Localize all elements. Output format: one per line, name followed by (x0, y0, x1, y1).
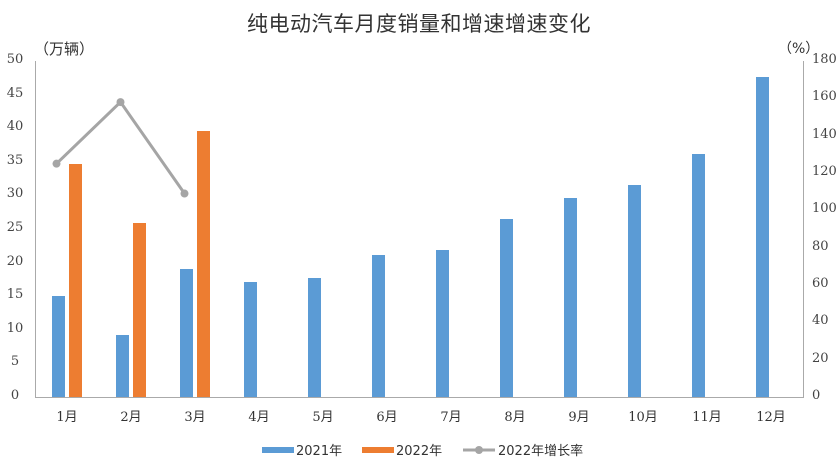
bar-2021 (52, 296, 65, 397)
right-y-tick: 0 (812, 388, 821, 403)
growth-point-marker (116, 98, 125, 107)
left-y-tick: 15 (6, 287, 24, 303)
growth-point-marker (180, 189, 189, 198)
right-axis-unit: （%） (778, 41, 820, 57)
left-y-tick: 20 (6, 253, 24, 269)
right-y-tick: 40 (812, 313, 829, 329)
x-tick-label: 9月 (568, 410, 590, 425)
right-y-tick: 100 (812, 201, 837, 217)
left-y-tick: 5 (10, 354, 20, 370)
right-y-tick: 80 (812, 238, 829, 254)
legend: 2021年 2022年 2022年增长率 (0, 440, 838, 460)
x-tick-label: 11月 (692, 410, 722, 425)
right-y-tick: 180 (812, 52, 837, 67)
bar-2021 (372, 255, 385, 397)
left-y-tick: 30 (6, 186, 24, 202)
right-y-tick: 140 (812, 126, 837, 142)
bar-2021 (628, 185, 641, 397)
bar-2021 (308, 278, 321, 397)
left-y-tick: 50 (6, 52, 24, 67)
left-y-tick: 35 (6, 152, 24, 168)
legend-line-marker-icon (463, 445, 495, 454)
legend-item-2022: 2022年 (362, 440, 442, 459)
bar-2021 (436, 249, 449, 397)
right-y-tick: 120 (812, 164, 837, 179)
growth-line (55, 99, 186, 195)
right-y-tick: 60 (812, 276, 829, 291)
legend-swatch-2021 (262, 446, 294, 453)
bar-2021 (500, 218, 513, 397)
bar-2022 (69, 163, 82, 397)
x-axis-line (35, 397, 804, 398)
right-axis-line (803, 61, 804, 397)
x-tick-label: 12月 (756, 410, 786, 425)
left-y-tick: 0 (10, 388, 20, 403)
bar-2022 (197, 130, 210, 397)
legend-swatch-2022 (362, 446, 394, 453)
right-y-tick: 20 (812, 350, 829, 366)
left-y-tick: 10 (6, 320, 24, 336)
right-y-tick: 160 (812, 89, 837, 105)
bar-2021 (116, 335, 129, 397)
legend-label-growth: 2022年增长率 (498, 444, 584, 459)
x-tick-label: 5月 (312, 410, 334, 425)
legend-label-2022: 2022年 (396, 444, 443, 459)
bar-2021 (564, 198, 577, 397)
legend-item-growth: 2022年增长率 (462, 440, 583, 459)
x-tick-label: 4月 (248, 410, 270, 425)
legend-item-2021: 2021年 (262, 440, 342, 459)
bar-2022 (133, 222, 146, 397)
left-axis-unit: （万辆） (34, 40, 95, 58)
x-tick-label: 1月 (56, 410, 78, 425)
x-tick-label: 2月 (120, 410, 142, 425)
chart-title: 纯电动汽车月度销量和增速增速变化 (247, 12, 591, 36)
x-tick-label: 3月 (184, 410, 206, 425)
x-tick-label: 10月 (628, 410, 658, 425)
x-tick-label: 6月 (376, 410, 398, 425)
left-axis-line (35, 61, 36, 397)
bar-2021 (180, 269, 193, 397)
left-y-tick: 45 (6, 85, 24, 101)
x-tick-label: 8月 (504, 410, 526, 425)
x-tick-label: 7月 (440, 410, 462, 425)
bar-2021 (692, 153, 705, 397)
legend-label-2021: 2021年 (296, 444, 343, 459)
bar-2021 (244, 282, 257, 397)
left-y-tick: 40 (6, 119, 24, 135)
growth-point-marker (52, 159, 61, 168)
left-y-tick: 25 (6, 220, 24, 235)
bar-2021 (756, 77, 769, 397)
